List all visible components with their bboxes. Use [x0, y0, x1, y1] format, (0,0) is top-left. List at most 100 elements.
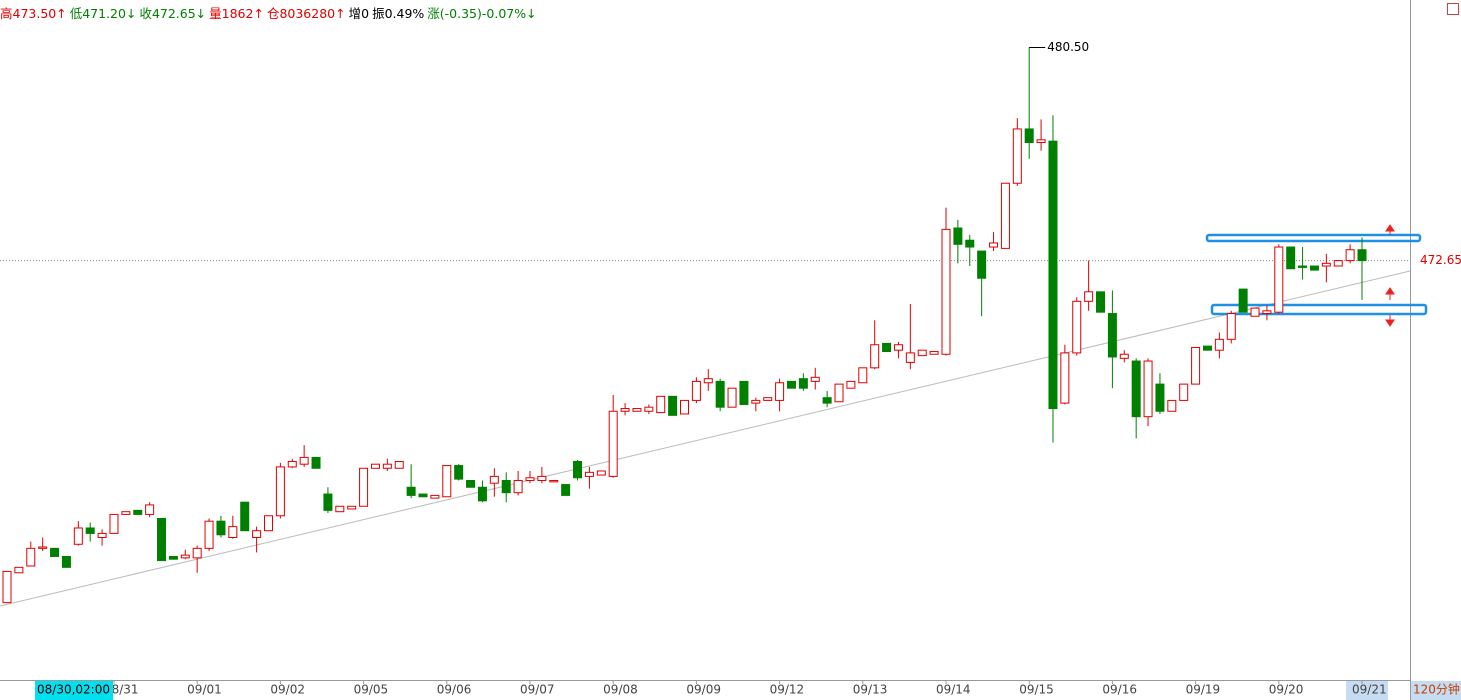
- candle-body: [1262, 310, 1272, 315]
- candle-body: [1274, 246, 1284, 313]
- candle-body: [50, 547, 60, 557]
- quote-field: 收472.65↓: [139, 6, 207, 21]
- candle-body: [204, 520, 214, 549]
- candle-body: [38, 546, 48, 549]
- candle-body: [834, 383, 844, 403]
- x-tick-label: 09/19: [1186, 683, 1221, 697]
- candle-body: [133, 509, 143, 515]
- candle-body: [561, 484, 571, 496]
- candle-body: [1143, 360, 1153, 418]
- candle-body: [299, 456, 309, 465]
- quote-field: 增0: [348, 6, 370, 21]
- arrow-up: [1385, 287, 1395, 300]
- candle-body: [680, 399, 690, 415]
- candle-body: [85, 527, 95, 534]
- candle-body: [14, 566, 24, 574]
- candle-body: [1036, 139, 1046, 144]
- candle-body: [846, 380, 856, 389]
- candle-body: [965, 239, 975, 248]
- x-tick-label: 09/08: [603, 683, 638, 697]
- quote-field: 振0.49%: [372, 6, 425, 21]
- candle-body: [1333, 260, 1343, 267]
- candle-body: [929, 351, 939, 355]
- x-tick-label: 09/05: [354, 683, 389, 697]
- candle-body: [1179, 383, 1189, 401]
- quote-field: 量1862↑: [209, 6, 264, 21]
- candle-body: [798, 378, 808, 389]
- candle-body: [786, 380, 796, 389]
- x-tick-label: 09/20: [1269, 683, 1304, 697]
- candle-body: [882, 342, 892, 353]
- candle-body: [977, 250, 987, 279]
- candle-body: [252, 530, 262, 538]
- candle-body: [656, 395, 666, 414]
- candle-body: [858, 367, 868, 384]
- candle-body: [2, 570, 12, 604]
- window-button[interactable]: [1447, 3, 1459, 15]
- candle-body: [1084, 291, 1094, 302]
- candle-body: [1214, 338, 1224, 351]
- candle-body: [1191, 346, 1201, 385]
- candle-body: [359, 467, 369, 507]
- x-tick-label: 09/01: [187, 683, 222, 697]
- candle-body: [335, 505, 345, 513]
- candle-body: [1238, 288, 1248, 313]
- candle-body: [1357, 249, 1367, 262]
- candle-body: [810, 376, 820, 382]
- candle-body: [1060, 352, 1070, 404]
- candle-body: [632, 408, 642, 412]
- candle-body: [870, 344, 880, 369]
- candle-body: [715, 380, 725, 408]
- candle-body: [180, 554, 190, 559]
- candle-body: [1107, 313, 1117, 358]
- candle-body: [1155, 383, 1165, 412]
- candle-body: [466, 479, 476, 488]
- candle-body: [1202, 345, 1212, 351]
- candle-body: [406, 486, 416, 496]
- candle-body: [1250, 307, 1260, 317]
- candle-body: [287, 460, 297, 468]
- candle-body: [454, 465, 464, 480]
- candle-body: [751, 399, 761, 404]
- candle-body: [549, 479, 559, 483]
- cursor-label: 08/30,02:00: [37, 683, 110, 697]
- candle-body: [1048, 140, 1058, 410]
- candle-body: [145, 504, 155, 515]
- candle-body: [608, 410, 618, 477]
- candle-body: [668, 395, 678, 416]
- candle-body: [61, 555, 71, 568]
- x-tick-label: 09/06: [437, 683, 472, 697]
- candle-body: [26, 547, 36, 567]
- candle-body: [418, 493, 428, 498]
- candle-body: [73, 527, 83, 545]
- candle-body: [822, 397, 832, 404]
- candle-body: [525, 477, 535, 481]
- max-label: 480.50: [1047, 40, 1089, 54]
- candle-body: [893, 344, 903, 351]
- candle-body: [1167, 399, 1177, 412]
- candle-body: [1309, 265, 1319, 271]
- candle-body: [1298, 265, 1308, 268]
- candle-body: [739, 380, 749, 405]
- candle-body: [620, 408, 630, 412]
- candle-body: [1286, 246, 1296, 270]
- candle-body: [275, 466, 285, 517]
- x-tick-label: 09/13: [853, 683, 888, 697]
- candle-body: [1096, 291, 1106, 313]
- candle-body: [513, 479, 523, 494]
- x-tick-label: 09/15: [1019, 683, 1054, 697]
- candle-body: [430, 494, 440, 499]
- candle-body: [1012, 128, 1022, 184]
- candle-body: [477, 486, 487, 502]
- period-label: 120分钟: [1413, 682, 1460, 697]
- candle-body: [905, 352, 915, 363]
- candle-body: [1119, 353, 1129, 359]
- candle-body: [216, 520, 226, 536]
- candle-body: [644, 406, 654, 412]
- candle-body: [1226, 313, 1236, 340]
- range-box: [1210, 303, 1428, 316]
- candle-body: [537, 475, 547, 481]
- quote-field: 高473.50↑: [0, 6, 67, 21]
